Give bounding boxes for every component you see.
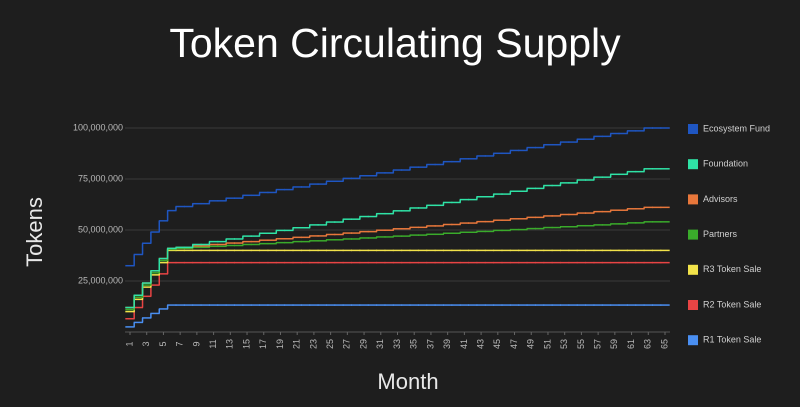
series-line	[125, 221, 670, 311]
x-tick-label: 37	[425, 339, 435, 349]
x-tick-label: 17	[258, 339, 268, 349]
x-tick-label: 25	[325, 339, 335, 349]
step-riser	[133, 168, 645, 308]
x-tick-label: 47	[509, 339, 519, 349]
x-tick-label: 13	[225, 339, 235, 349]
x-tick-label: 29	[358, 339, 368, 349]
x-tick-label: 57	[593, 339, 603, 349]
legend-swatch	[688, 124, 698, 134]
x-tick-label: 55	[576, 339, 586, 349]
legend-label: Ecosystem Fund	[703, 123, 770, 133]
x-tick-label: 11	[208, 339, 218, 348]
series-line	[125, 261, 670, 320]
legend-swatch	[688, 194, 698, 205]
x-tick-label: 15	[241, 339, 251, 349]
x-tick-label: 39	[442, 339, 452, 349]
x-tick-label: 51	[542, 339, 552, 349]
x-tick-label: 63	[643, 339, 653, 349]
series-line	[125, 127, 670, 267]
series-line	[125, 304, 670, 328]
chart-title: Token Circulating Supply	[169, 20, 621, 66]
step-riser	[133, 262, 169, 319]
step-riser	[133, 128, 645, 266]
x-tick-label: 3	[141, 341, 151, 346]
x-tick-label: 41	[459, 339, 469, 349]
y-tick-label: 25,000,000	[78, 275, 123, 285]
x-tick-label: 45	[492, 339, 502, 349]
x-tick-label: 35	[409, 339, 419, 349]
legend-label: R3 Token Sale	[703, 264, 761, 274]
x-tick-label: 27	[342, 339, 352, 349]
y-tick-label: 50,000,000	[78, 224, 123, 234]
y-axis-label: Tokens	[22, 197, 47, 267]
legend-swatch	[688, 300, 698, 310]
x-tick-label: 53	[559, 339, 569, 349]
x-tick-label: 33	[392, 339, 402, 349]
x-tick-label: 65	[659, 339, 669, 349]
x-tick-label: 43	[475, 339, 485, 349]
series-line	[125, 168, 670, 309]
legend-swatch	[688, 335, 698, 346]
x-tick-label: 1	[124, 341, 134, 346]
legend-label: Advisors	[703, 194, 738, 204]
x-tick-label: 61	[626, 339, 636, 349]
x-tick-label: 19	[275, 339, 285, 349]
legend-label: Partners	[703, 229, 738, 239]
x-tick-label: 23	[308, 339, 318, 349]
x-tick-label: 49	[526, 339, 536, 349]
x-axis-label: Month	[377, 369, 438, 394]
y-tick-label: 75,000,000	[78, 173, 123, 183]
x-tick-label: 5	[158, 341, 168, 346]
step-riser	[133, 305, 169, 327]
x-tick-label: 7	[175, 341, 185, 346]
x-tick-label: 59	[609, 339, 619, 349]
x-tick-label: 9	[191, 341, 201, 346]
legend-swatch	[688, 159, 698, 170]
legend-label: R1 Token Sale	[703, 335, 761, 345]
legend-label: Foundation	[703, 159, 748, 169]
x-tick-label: 21	[292, 339, 302, 349]
legend-label: R2 Token Sale	[703, 299, 761, 309]
legend-swatch	[688, 229, 698, 240]
x-tick-label: 31	[375, 339, 385, 349]
y-tick-label: 100,000,000	[73, 122, 123, 132]
legend-swatch	[688, 264, 698, 275]
